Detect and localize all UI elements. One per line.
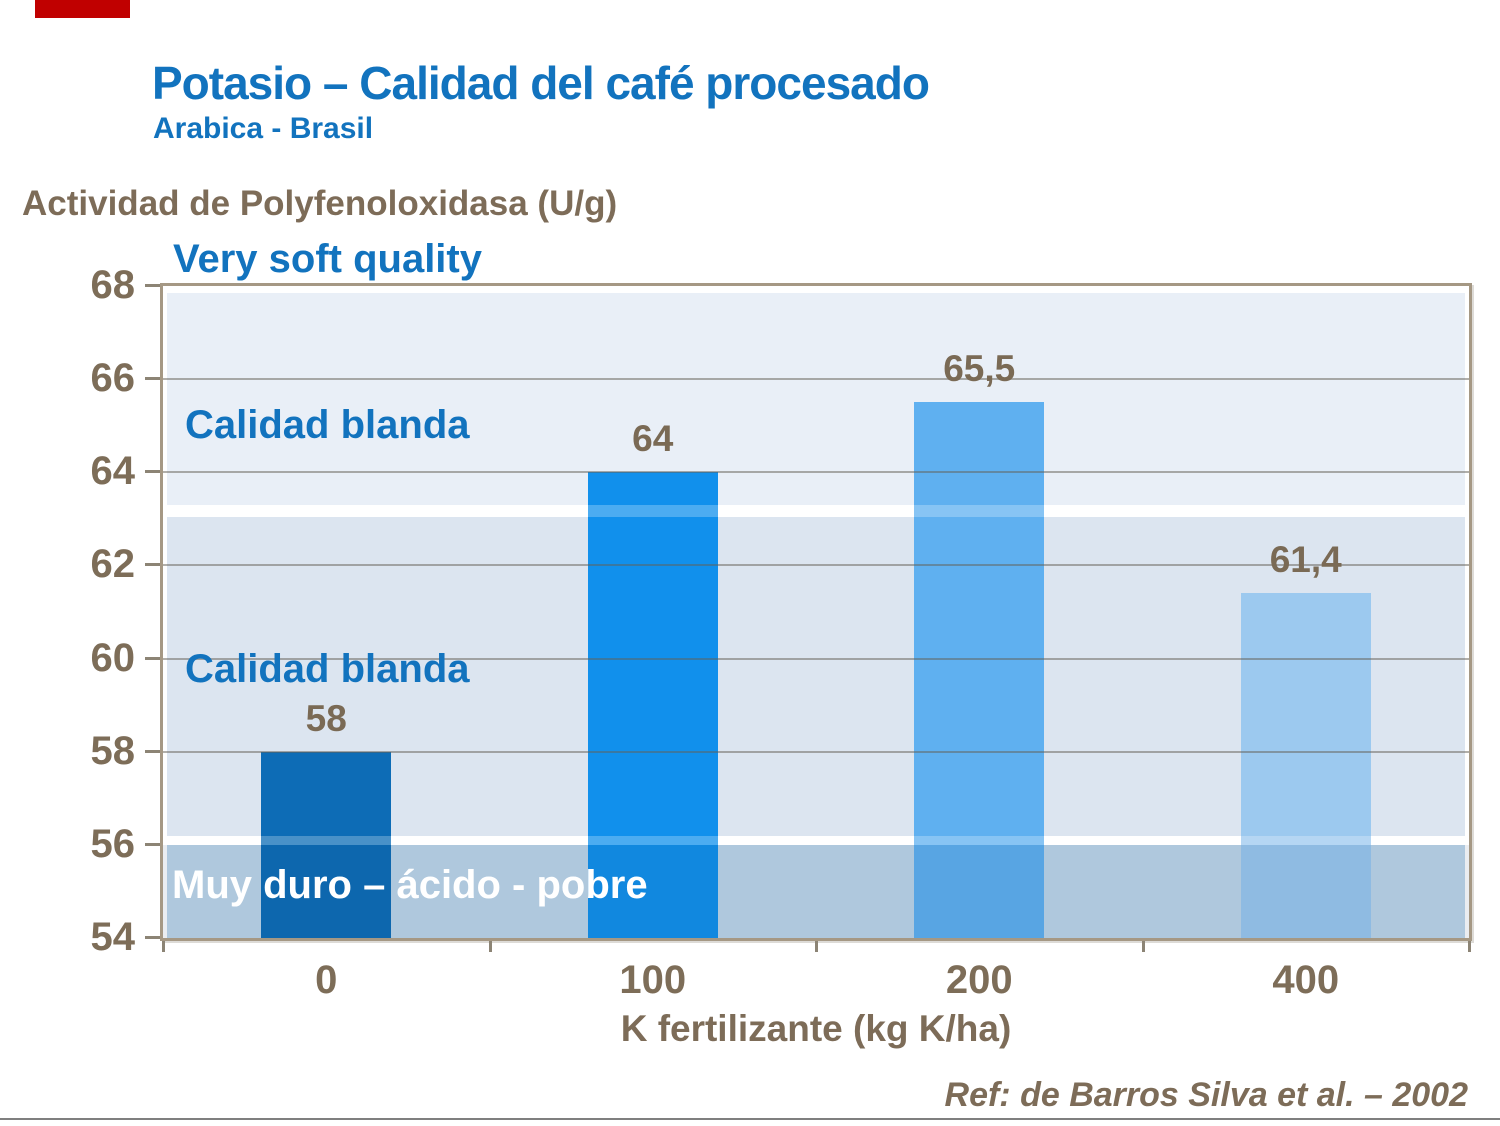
y-tick-56	[145, 842, 160, 846]
annotation-calidad-blanda-upper: Calidad blanda	[185, 403, 470, 447]
y-tick-label-64: 64	[90, 449, 136, 494]
y-tick-62	[145, 563, 160, 567]
bar-value-label-200: 65,5	[943, 348, 1016, 390]
bar-value-label-400: 61,4	[1269, 539, 1342, 581]
bar-200	[914, 402, 1045, 938]
red-accent-bar	[35, 0, 130, 18]
chart-plot-area: 58 64 65,5 61,4	[160, 283, 1472, 941]
x-tick-label-400: 400	[1272, 958, 1340, 1002]
y-axis-title: Actividad de Polyfenoloxidasa (U/g)	[22, 184, 618, 223]
x-tick-label-100: 100	[619, 958, 687, 1002]
x-tick-3	[1141, 941, 1145, 952]
x-axis-title: K fertilizante (kg K/ha)	[620, 1008, 1012, 1049]
gridline-62	[163, 564, 1469, 567]
y-tick-label-58: 58	[90, 728, 136, 773]
x-tick-label-0: 0	[315, 958, 338, 1002]
y-tick-54	[145, 936, 160, 939]
slide-title: Potasio – Calidad del café procesado	[152, 57, 930, 109]
gridline-60	[163, 657, 1469, 660]
gridline-66	[163, 378, 1469, 381]
y-tick-label-56: 56	[90, 821, 136, 866]
bar-400	[1240, 593, 1371, 938]
bar-value-label-100: 64	[632, 418, 674, 460]
white-stripe-1	[163, 835, 1469, 845]
gridline-64	[163, 471, 1469, 474]
white-stripe-0	[163, 504, 1469, 517]
y-tick-66	[145, 377, 160, 381]
x-tick-1	[488, 941, 492, 952]
annotation-very-soft-quality: Very soft quality	[173, 237, 482, 281]
bar-value-label-0: 58	[305, 697, 347, 739]
reference-text: Ref: de Barros Silva et al. – 2002	[944, 1076, 1468, 1114]
slide-subtitle: Arabica - Brasil	[153, 112, 374, 145]
y-tick-64	[145, 470, 160, 474]
y-tick-label-66: 66	[90, 356, 136, 401]
y-tick-label-60: 60	[90, 635, 136, 680]
bar-100	[587, 472, 718, 938]
x-tick-label-200: 200	[945, 958, 1013, 1002]
y-tick-60	[145, 656, 160, 660]
gridline-58	[163, 750, 1469, 753]
x-tick-0	[162, 941, 165, 952]
bottom-rule	[0, 1118, 1500, 1120]
y-tick-58	[145, 749, 160, 753]
y-tick-68	[145, 284, 160, 287]
zone-band-0	[167, 292, 1465, 505]
x-tick-4	[1468, 941, 1471, 952]
bottom-zone-shade	[163, 844, 1469, 938]
annotation-calidad-blanda-lower: Calidad blanda	[185, 647, 470, 691]
y-tick-label-62: 62	[90, 542, 136, 587]
y-tick-label-68: 68	[90, 263, 136, 307]
y-tick-label-54: 54	[90, 915, 136, 959]
bar-0	[261, 751, 392, 938]
annotation-muy-duro: Muy duro – ácido - pobre	[172, 863, 648, 907]
x-tick-2	[815, 941, 818, 952]
